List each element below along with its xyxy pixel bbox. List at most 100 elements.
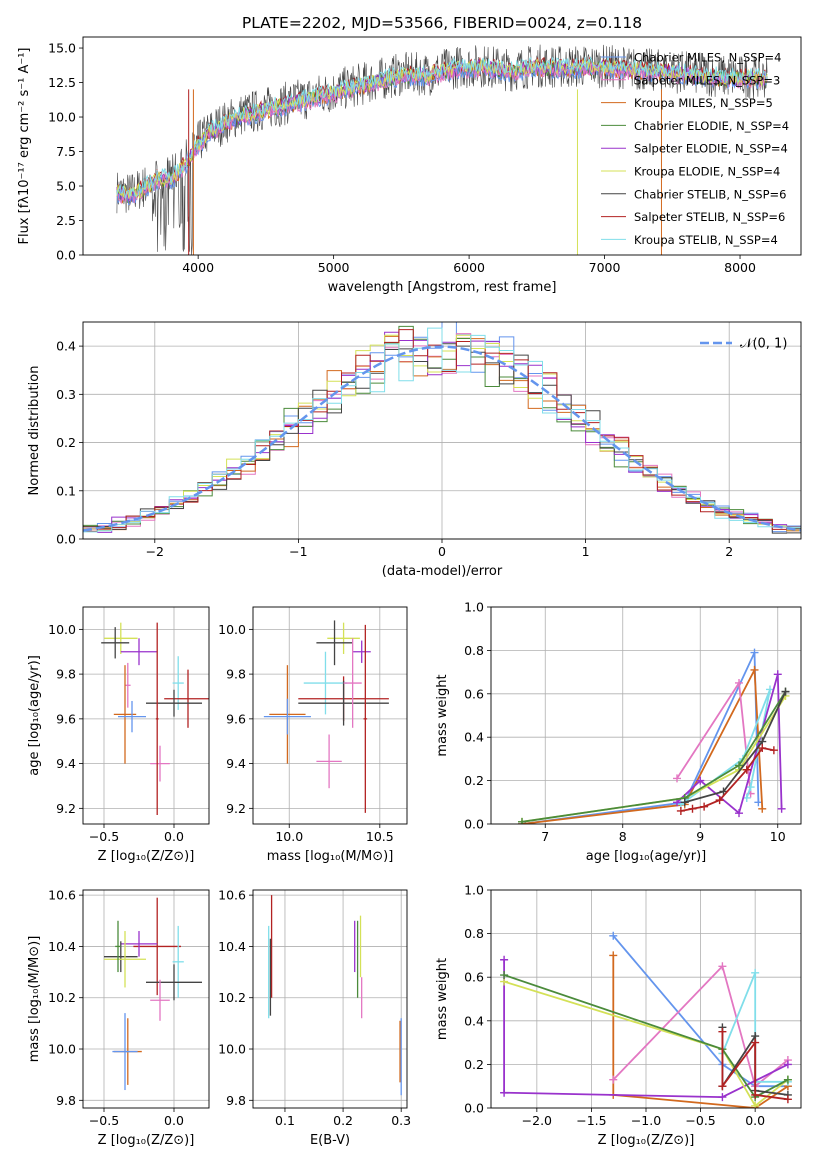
axes-frame	[82, 889, 210, 1109]
mass-weight-line	[684, 691, 787, 804]
y-tick-label: 10.2	[48, 990, 76, 1005]
chart-title: PLATE=2202, MJD=53566, FIBERID=0024, z=0…	[242, 14, 642, 32]
axes-frame	[82, 36, 802, 256]
error-bar-point	[172, 656, 184, 710]
plus-marker	[715, 796, 724, 805]
error-bar-point	[172, 925, 184, 998]
x-tick-label: 0.2	[333, 1113, 353, 1128]
plus-marker	[718, 1027, 727, 1036]
x-tick-label: 1	[582, 544, 590, 559]
axes-frame	[82, 321, 802, 540]
legend-label: 𝒩(0, 1)	[740, 337, 787, 352]
legend-label: Salpeter ELODIE, N_SSP=4	[634, 142, 788, 156]
y-tick-label: 9.8	[226, 1093, 246, 1108]
y-tick-label: 0.8	[464, 643, 484, 658]
y-tick-label: 15.0	[48, 41, 76, 56]
x-tick-label: 7	[541, 829, 549, 844]
y-tick-label: 0.4	[464, 730, 484, 745]
y-axis-label: Flux [fλ10⁻¹⁷ erg cm⁻² s⁻¹ A⁻¹]	[17, 48, 32, 245]
plus-marker	[696, 776, 705, 785]
legend-label: Chabrier MILES, N_SSP=4	[634, 51, 781, 65]
mass-weight-line	[503, 974, 789, 1099]
plot-area	[263, 620, 389, 813]
error-bar-point	[101, 627, 130, 659]
spectrum-line	[116, 44, 768, 255]
y-tick-label: 9.8	[56, 667, 76, 682]
plus-marker	[500, 955, 509, 964]
plot-area	[101, 622, 209, 816]
plus-marker	[718, 1093, 727, 1102]
plus-marker	[718, 962, 727, 971]
plus-marker	[735, 761, 743, 770]
y-tick-label: 9.2	[226, 801, 246, 816]
plus-marker	[500, 1088, 509, 1097]
error-bar-point	[316, 734, 342, 789]
x-tick-label: 8	[619, 829, 627, 844]
y-tick-label: 9.4	[56, 756, 76, 771]
y-tick-label: 0.2	[464, 773, 484, 788]
legend-label: Salpeter MILES, N_SSP=3	[634, 73, 780, 87]
axes-mass-weight-vs-age: 7 8 9 10 0.0 0.2 0.4 0.6 0.8 1.0 age [log₁₀(age/yr…	[435, 600, 802, 864]
axes-mass-vs-Z: −0.5 0.0 9.8 10.0 10.2 10.4 10.6 Z [log₁₀(Z/Z⊙)…	[27, 888, 210, 1148]
x-axis-label: Z [log₁₀(Z/Z⊙)]	[598, 1133, 695, 1148]
plus-marker	[783, 1060, 792, 1069]
x-tick-label: −0.5	[89, 1113, 119, 1128]
x-tick-label: −1.0	[631, 1113, 661, 1128]
y-tick-label: 9.8	[56, 1093, 76, 1108]
legend-label: Salpeter STELIB, N_SSP=6	[634, 210, 785, 224]
y-tick-label: 10.0	[218, 622, 246, 637]
x-tick-label: −1	[289, 544, 307, 559]
plus-marker	[609, 951, 618, 960]
y-tick-label: 0.2	[56, 435, 76, 450]
plus-marker	[735, 809, 743, 818]
error-bar-point	[303, 651, 348, 715]
error-bar-point	[343, 638, 362, 728]
y-tick-label: 10.0	[218, 1042, 246, 1057]
mass-weight-line	[521, 691, 787, 823]
plus-marker	[751, 1038, 760, 1047]
y-tick-label: 1.0	[464, 883, 484, 898]
x-tick-label: 9	[696, 829, 704, 844]
error-bar-point	[298, 680, 389, 726]
y-axis-label: mass weight	[435, 674, 450, 756]
plot-area	[104, 897, 202, 1091]
error-bar-point	[125, 662, 131, 708]
y-tick-label: 0.0	[56, 532, 76, 547]
axes-spectrum: 4000 5000 6000 7000 8000 0.0 2.5 5.0 7.5 10.0 12.5…	[17, 14, 802, 295]
plot-area	[116, 44, 768, 255]
y-tick-label: 0.6	[464, 686, 484, 701]
plus-marker	[673, 774, 681, 783]
x-tick-label: 0.3	[391, 1113, 411, 1128]
plus-marker	[680, 798, 689, 807]
spectrum-line	[116, 55, 768, 199]
x-axis-label: age [log₁₀(age/yr)]	[586, 849, 707, 864]
mass-weight-line	[721, 972, 788, 1083]
x-tick-label: 10.0	[275, 829, 303, 844]
error-bar-point	[352, 640, 371, 663]
x-tick-label: −2	[146, 544, 164, 559]
mass-weight-line	[612, 935, 788, 1088]
plus-marker	[609, 931, 618, 940]
x-tick-label: 0	[438, 544, 446, 559]
x-tick-label: 6000	[453, 260, 485, 275]
plus-marker	[688, 804, 697, 813]
y-tick-label: 9.6	[56, 711, 76, 726]
x-tick-label: 0.0	[745, 1113, 765, 1128]
legend-label: Kroupa ELODIE, N_SSP=4	[634, 165, 780, 179]
error-bar-point	[316, 620, 353, 666]
mass-weight-series	[718, 1027, 792, 1104]
plus-marker	[676, 806, 685, 815]
x-tick-label: −0.5	[685, 1113, 715, 1128]
error-bar-point	[150, 745, 170, 782]
x-tick-label: 4000	[182, 260, 214, 275]
plus-marker	[746, 783, 755, 792]
legend-label: Kroupa MILES, N_SSP=5	[634, 96, 773, 110]
error-bar-point	[155, 622, 159, 816]
axes-mass-vs-EBV: 0.1 0.2 0.3 9.8 10.0 10.2 10.4 10.6 E(B-V)	[218, 888, 411, 1148]
y-tick-label: 7.5	[56, 144, 76, 159]
y-tick-label: 5.0	[56, 179, 76, 194]
y-tick-label: 9.8	[226, 667, 246, 682]
plot-area	[83, 322, 801, 534]
plus-marker	[769, 746, 778, 755]
